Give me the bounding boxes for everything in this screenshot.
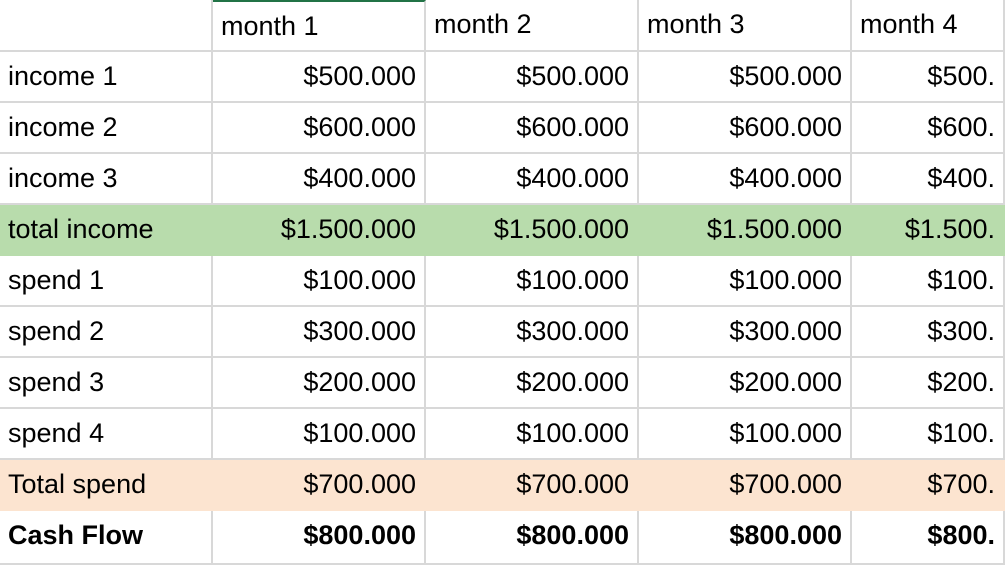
row-label: Total spend: [0, 460, 213, 511]
value-cell: $1.500.000: [213, 205, 426, 256]
column-header: month 1: [213, 0, 426, 52]
value-cell: $100.000: [639, 256, 852, 307]
row-label: Cash Flow: [0, 511, 213, 565]
value-cell: $500.000: [426, 52, 639, 103]
value-cell: $1.500.000: [639, 205, 852, 256]
value-cell: $700.: [852, 460, 1005, 511]
value-cell: $1.500.: [852, 205, 1005, 256]
row-label: income 3: [0, 154, 213, 205]
row-label: income 1: [0, 52, 213, 103]
value-cell: $200.: [852, 358, 1005, 409]
column-header: month 2: [426, 0, 639, 52]
value-cell: $700.000: [426, 460, 639, 511]
value-cell: $800.: [852, 511, 1005, 565]
value-cell: $700.000: [213, 460, 426, 511]
value-cell: $300.000: [213, 307, 426, 358]
value-cell: $500.000: [639, 52, 852, 103]
row-label: income 2: [0, 103, 213, 154]
value-cell: $200.000: [426, 358, 639, 409]
value-cell: $100.000: [426, 409, 639, 460]
corner-cell: [0, 0, 213, 52]
column-header: month 4: [852, 0, 1005, 52]
value-cell: $300.000: [639, 307, 852, 358]
row-label: spend 4: [0, 409, 213, 460]
value-cell: $100.: [852, 256, 1005, 307]
value-cell: $400.000: [213, 154, 426, 205]
value-cell: $600.000: [639, 103, 852, 154]
value-cell: $600.: [852, 103, 1005, 154]
value-cell: $800.000: [426, 511, 639, 565]
value-cell: $500.: [852, 52, 1005, 103]
row-label: spend 2: [0, 307, 213, 358]
value-cell: $800.000: [639, 511, 852, 565]
value-cell: $200.000: [639, 358, 852, 409]
row-label: total income: [0, 205, 213, 256]
row-label: spend 1: [0, 256, 213, 307]
value-cell: $800.000: [213, 511, 426, 565]
value-cell: $500.000: [213, 52, 426, 103]
value-cell: $400.000: [639, 154, 852, 205]
value-cell: $1.500.000: [426, 205, 639, 256]
value-cell: $100.000: [639, 409, 852, 460]
value-cell: $700.000: [639, 460, 852, 511]
value-cell: $100.000: [426, 256, 639, 307]
value-cell: $100.000: [213, 256, 426, 307]
value-cell: $100.000: [213, 409, 426, 460]
value-cell: $400.: [852, 154, 1005, 205]
value-cell: $400.000: [426, 154, 639, 205]
value-cell: $600.000: [213, 103, 426, 154]
value-cell: $200.000: [213, 358, 426, 409]
value-cell: $100.: [852, 409, 1005, 460]
value-cell: $600.000: [426, 103, 639, 154]
row-label: spend 3: [0, 358, 213, 409]
value-cell: $300.: [852, 307, 1005, 358]
column-header: month 3: [639, 0, 852, 52]
value-cell: $300.000: [426, 307, 639, 358]
